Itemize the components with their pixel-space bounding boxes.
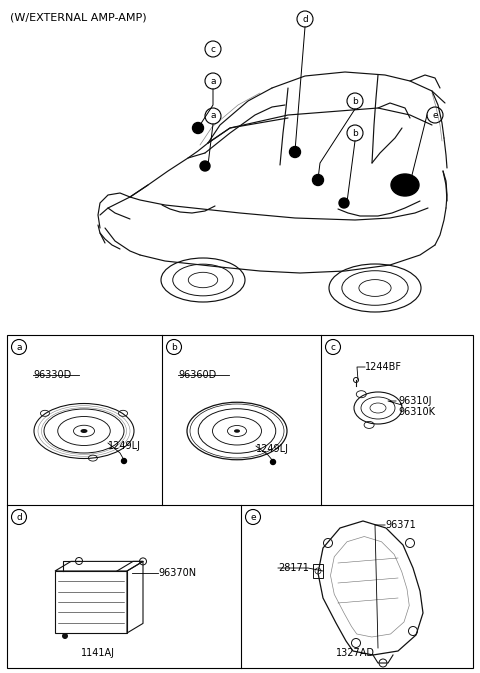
Text: d: d (302, 15, 308, 24)
Text: 1249LJ: 1249LJ (256, 444, 289, 454)
Text: 96371: 96371 (385, 520, 416, 530)
Text: b: b (171, 343, 177, 351)
Ellipse shape (81, 429, 87, 433)
Text: 28171: 28171 (278, 563, 309, 573)
Circle shape (62, 633, 68, 639)
Text: a: a (210, 77, 216, 85)
Text: 96330D: 96330D (33, 370, 71, 380)
Text: 1249LJ: 1249LJ (108, 441, 141, 451)
Text: b: b (352, 96, 358, 106)
Text: a: a (16, 343, 22, 351)
Text: d: d (16, 513, 22, 522)
Text: (W/EXTERNAL AMP-AMP): (W/EXTERNAL AMP-AMP) (10, 12, 146, 22)
Ellipse shape (391, 174, 419, 196)
Circle shape (312, 174, 324, 186)
Text: b: b (352, 129, 358, 137)
Text: e: e (250, 513, 256, 522)
Circle shape (339, 198, 349, 208)
Text: 1327AD: 1327AD (336, 648, 374, 658)
Text: 96310J: 96310J (398, 396, 432, 406)
Text: a: a (210, 112, 216, 120)
Circle shape (289, 147, 300, 157)
Text: c: c (211, 44, 216, 53)
Text: 1244BF: 1244BF (365, 362, 402, 372)
Text: c: c (331, 343, 336, 351)
Text: 96310K: 96310K (398, 407, 435, 417)
Circle shape (121, 458, 127, 464)
Text: e: e (432, 110, 438, 120)
Text: 1141AJ: 1141AJ (81, 648, 115, 658)
Bar (313, 564, 323, 578)
Circle shape (192, 122, 204, 133)
Circle shape (200, 161, 210, 171)
Text: 96360D: 96360D (178, 370, 216, 380)
Bar (7, 335, 473, 668)
Circle shape (271, 460, 276, 464)
Bar (55, 571, 127, 633)
Text: 96370N: 96370N (158, 568, 196, 578)
Ellipse shape (234, 429, 240, 433)
